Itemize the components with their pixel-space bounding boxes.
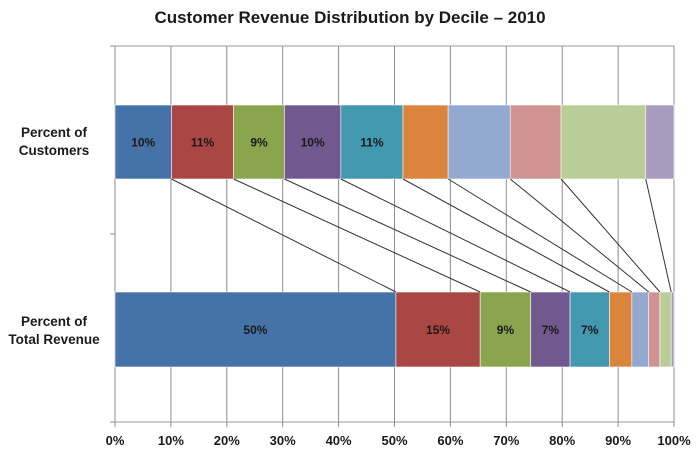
bar-segment xyxy=(402,104,449,180)
x-tick-label: 50% xyxy=(381,433,407,448)
bar-segment xyxy=(479,291,532,368)
bar-segment xyxy=(284,104,342,180)
bar-segment xyxy=(645,104,675,180)
bar-segment xyxy=(114,291,397,368)
bar-segment xyxy=(340,104,404,180)
bar-segment xyxy=(171,104,234,180)
data-label: 7% xyxy=(542,323,560,337)
x-tick-label: 70% xyxy=(493,433,519,448)
series-connector-line xyxy=(509,178,650,293)
bar-segment xyxy=(569,291,610,368)
bar-segment xyxy=(670,291,675,368)
bar-segment xyxy=(509,104,562,180)
data-label: 11% xyxy=(360,136,384,150)
series-connector-line xyxy=(171,178,397,293)
bar-segment xyxy=(233,104,285,180)
series-connector-line xyxy=(645,178,672,293)
bar-segment xyxy=(560,104,647,180)
chart-title: Customer Revenue Distribution by Decile … xyxy=(154,8,546,27)
x-tick-label: 60% xyxy=(437,433,463,448)
x-tick-label: 20% xyxy=(214,433,240,448)
x-tick-label: 10% xyxy=(158,433,184,448)
category-label-line: Total Revenue xyxy=(8,332,100,347)
bar-segment xyxy=(648,291,661,368)
data-label: 9% xyxy=(497,323,515,337)
series-connector-line xyxy=(340,178,571,293)
series-connector-line xyxy=(233,178,481,293)
x-tick-label: 30% xyxy=(270,433,296,448)
data-label: 50% xyxy=(243,323,267,337)
bar-segment xyxy=(530,291,571,368)
x-tick-label: 90% xyxy=(605,433,631,448)
x-tick-label: 100% xyxy=(657,433,691,448)
series-connector-line xyxy=(447,178,633,293)
category-label-revenue: Percent of Total Revenue xyxy=(4,313,104,349)
data-label: 7% xyxy=(581,323,599,337)
category-label-line: Percent of xyxy=(20,314,88,329)
category-label-line: Percent of xyxy=(20,125,88,140)
bar-segment xyxy=(659,291,672,368)
x-tick-label: 0% xyxy=(106,433,125,448)
category-label-line: Customers xyxy=(18,143,90,158)
bar-segment xyxy=(447,104,511,180)
series-connector-line xyxy=(560,178,661,293)
data-label: 15% xyxy=(426,323,450,337)
bar-segment xyxy=(631,291,650,368)
x-tick-label: 40% xyxy=(326,433,352,448)
data-label: 9% xyxy=(250,136,268,150)
data-label: 10% xyxy=(131,136,155,150)
bar-segment xyxy=(114,104,172,180)
bar-segment xyxy=(395,291,481,368)
category-label-customers: Percent of Customers xyxy=(4,124,104,160)
data-label: 11% xyxy=(191,136,215,150)
series-connector-line xyxy=(402,178,610,293)
bar-segment xyxy=(609,291,633,368)
series-connector-line xyxy=(284,178,531,293)
data-label: 10% xyxy=(301,136,325,150)
x-tick-label: 80% xyxy=(549,433,575,448)
